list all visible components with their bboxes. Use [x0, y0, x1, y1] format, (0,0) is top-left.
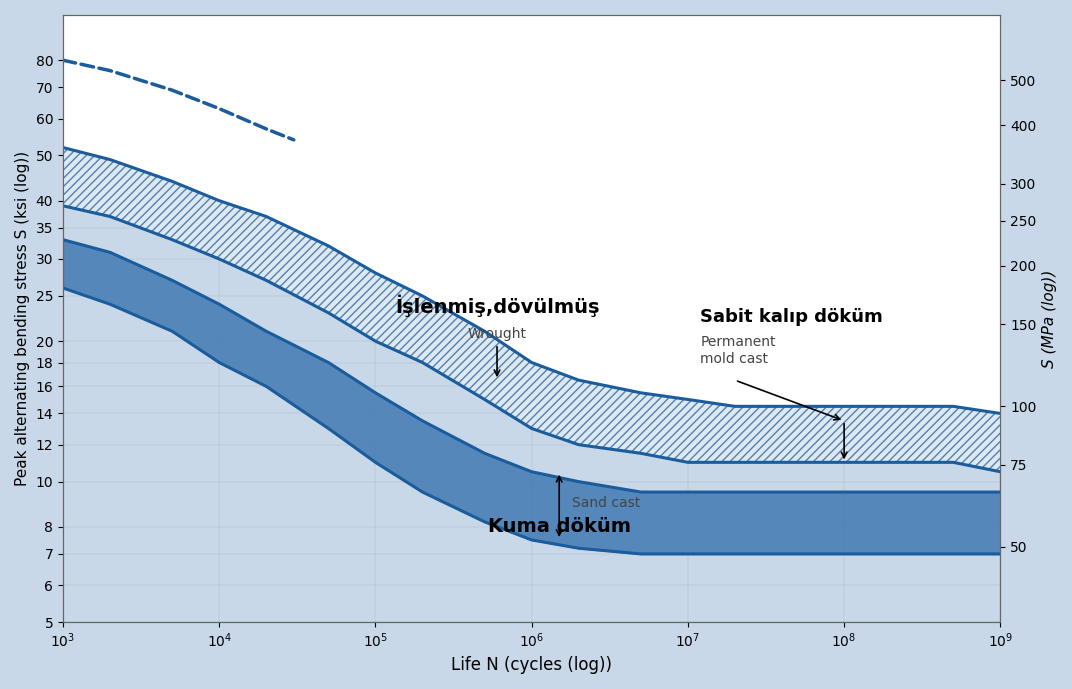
Text: Permanent
mold cast: Permanent mold cast: [700, 336, 776, 366]
X-axis label: Life N (cycles (log)): Life N (cycles (log)): [451, 656, 612, 674]
Text: Sabit kalıp döküm: Sabit kalıp döküm: [700, 308, 883, 326]
Text: Sand cast: Sand cast: [571, 496, 640, 510]
Text: İşlenmiş,dövülmüş: İşlenmiş,dövülmüş: [394, 294, 599, 317]
Text: Kuma döküm: Kuma döküm: [488, 517, 630, 536]
Y-axis label: S (MPa (log)): S (MPa (log)): [1042, 269, 1057, 368]
Text: Wrought: Wrought: [467, 327, 526, 376]
Y-axis label: Peak alternating bending stress S (ksi (log)): Peak alternating bending stress S (ksi (…: [15, 151, 30, 486]
